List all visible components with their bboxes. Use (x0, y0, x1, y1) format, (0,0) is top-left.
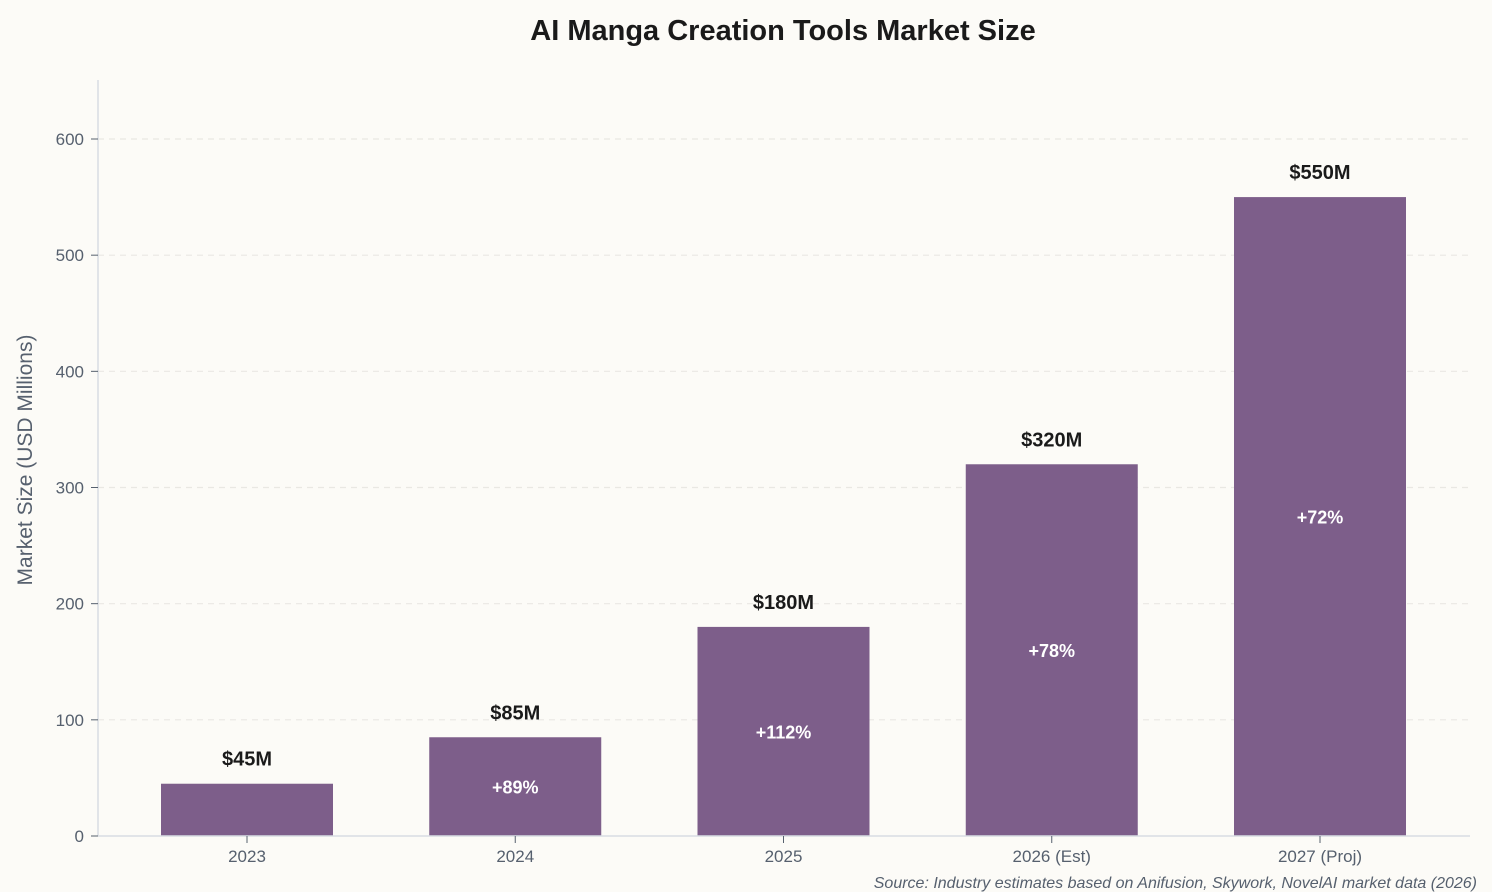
growth-label: +112% (756, 722, 812, 742)
bar (697, 626, 870, 836)
y-tick-label: 0 (75, 827, 84, 846)
chart-title: AI Manga Creation Tools Market Size (530, 15, 1035, 47)
x-tick-label: 2027 (Proj) (1278, 847, 1362, 866)
growth-label: +78% (1028, 641, 1075, 661)
value-label: $320M (1021, 429, 1082, 451)
x-tick-label: 2026 (Est) (1013, 847, 1091, 866)
value-label: $85M (490, 702, 540, 724)
x-tick-label: 2025 (765, 847, 803, 866)
y-tick-label: 300 (56, 479, 84, 498)
bar (1234, 197, 1406, 837)
y-axis-ticks: 0 100 200 300 400 500 600 (56, 130, 98, 846)
value-label: $550M (1289, 162, 1350, 184)
value-label: $180M (753, 592, 814, 614)
value-label: $45M (222, 749, 272, 771)
y-tick-label: 500 (56, 246, 84, 265)
x-tick-label: 2023 (228, 847, 266, 866)
x-axis-ticks: 2023 2024 2025 2026 (Est) 2027 (Proj) (228, 836, 1362, 866)
y-axis-label: Market Size (USD Millions) (14, 335, 37, 586)
growth-label: +72% (1297, 508, 1344, 528)
bar (161, 783, 333, 836)
y-tick-label: 400 (56, 362, 84, 381)
bar (429, 737, 602, 836)
bars: $45M $85M +89% $180M +112% $320M +78% $550M +72% (161, 162, 1406, 837)
y-tick-label: 200 (56, 595, 84, 614)
bar (965, 464, 1138, 836)
source-note: Source: Industry estimates based on Anif… (874, 875, 1477, 892)
y-tick-label: 600 (56, 130, 84, 149)
growth-label: +89% (492, 778, 539, 798)
x-tick-label: 2024 (496, 847, 534, 866)
y-tick-label: 100 (56, 711, 84, 730)
